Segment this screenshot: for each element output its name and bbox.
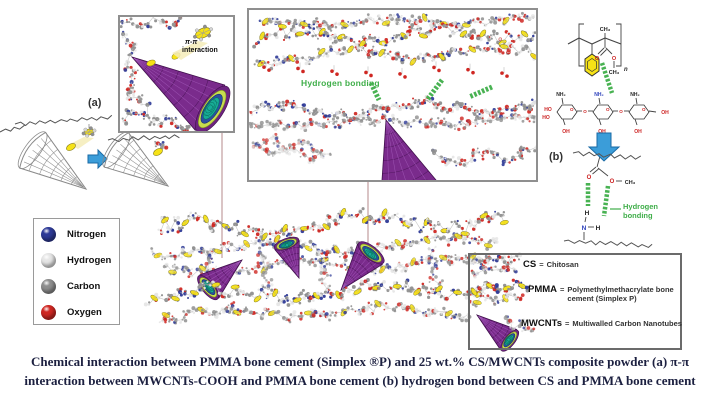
ho-label: HO xyxy=(542,115,550,121)
ho-label: HO xyxy=(544,107,552,113)
b-carbonyl-o-label: O xyxy=(587,175,592,181)
benzene-ring-highlight xyxy=(584,53,600,77)
pi-interaction-label: interaction xyxy=(182,47,218,54)
hb-b-line2: bonding xyxy=(623,211,653,220)
atom-name: Hydrogen xyxy=(67,255,112,266)
oh-label: OH xyxy=(661,110,669,116)
glycosidic-o-label: O xyxy=(583,109,587,114)
ring-o-label: O xyxy=(642,107,646,112)
pi-pi-label: π-π xyxy=(185,39,198,46)
oh-label: OH xyxy=(634,129,642,135)
nh2-label-bonded: NH₂ xyxy=(594,92,603,98)
carbon-sphere-icon xyxy=(41,279,56,294)
panel-b-structural-formula: O O CH₃ H N H xyxy=(582,155,636,240)
def-pmma: Polymethylmethacrylate bone cement (Simp… xyxy=(567,285,674,303)
abbr-mwcnts: MWCNTs xyxy=(521,318,562,329)
inset-box-pi-interaction xyxy=(118,15,235,133)
nh2-label: NH₂ xyxy=(556,92,565,98)
legend-row-cs: CS = Chitosan xyxy=(523,259,579,270)
oh-label: OH xyxy=(562,129,570,135)
carbonyl-o-label: O xyxy=(595,56,600,62)
equals-sign: = xyxy=(564,319,570,328)
b-ester-ch3-label: CH₃ xyxy=(625,180,636,186)
atom-name: Nitrogen xyxy=(67,229,107,240)
glycosidic-o-label: O xyxy=(619,109,623,114)
panel-b-label: (b) xyxy=(549,151,564,163)
pmma-structural-formula: CH₃ n O O CH₃ xyxy=(567,23,628,77)
b-h-label: H xyxy=(596,225,601,232)
atom-name: Carbon xyxy=(67,281,101,292)
ring-o-label: O xyxy=(570,107,574,112)
ester-ch3-label: CH₃ xyxy=(609,70,620,76)
oh-label: OH xyxy=(598,129,606,135)
def-mwcnts: Multiwalled Carbon Nanotubes xyxy=(572,319,682,328)
hydrogen-bonding-panel xyxy=(247,8,538,182)
abbr-pmma: PMMA xyxy=(528,284,558,295)
legend-row-pmma: PMMA = Polymethylmethacrylate bone cemen… xyxy=(528,284,697,303)
hydrogen-bonding-label-b: Hydrogen bonding xyxy=(623,202,669,220)
nitrogen-sphere-icon xyxy=(41,227,56,242)
oxygen-sphere-icon xyxy=(41,305,56,320)
b-ester-o-label: O xyxy=(610,179,615,185)
abbreviation-legend-box xyxy=(468,253,682,350)
nh2-label: NH₂ xyxy=(630,92,639,98)
atom-name: Oxygen xyxy=(67,307,102,318)
atom-color-legend-box xyxy=(33,218,120,325)
hydrogen-bonding-label: Hydrogen bonding xyxy=(301,78,380,88)
abbr-cs: CS xyxy=(523,259,537,270)
hydrogen-sphere-icon xyxy=(41,253,56,268)
repeat-n-label: n xyxy=(624,67,628,73)
chitosan-structural-formula: O O O O O NH₂ NH₂ NH₂ xyxy=(542,92,669,135)
panel-a-label: (a) xyxy=(88,97,102,109)
caption-line-2: interaction between MWCNTs-COOH and PMMA… xyxy=(24,373,696,388)
legend-row-mwcnts: MWCNTs = Multiwalled Carbon Nanotubes xyxy=(521,318,682,329)
hb-b-line1: Hydrogen xyxy=(623,202,659,211)
equals-sign: = xyxy=(560,285,565,294)
ch3-top-label: CH₃ xyxy=(600,27,611,33)
figure-caption: Chemical interaction between PMMA bone c… xyxy=(0,352,720,390)
equals-sign: = xyxy=(539,260,544,269)
caption-line-1: Chemical interaction between PMMA bone c… xyxy=(31,354,689,369)
ester-o-label: O xyxy=(612,56,617,62)
def-cs: Chitosan xyxy=(546,260,579,269)
ring-o-label: O xyxy=(606,107,610,112)
b-n-label: N xyxy=(582,225,587,232)
b-h-label: H xyxy=(585,210,590,217)
